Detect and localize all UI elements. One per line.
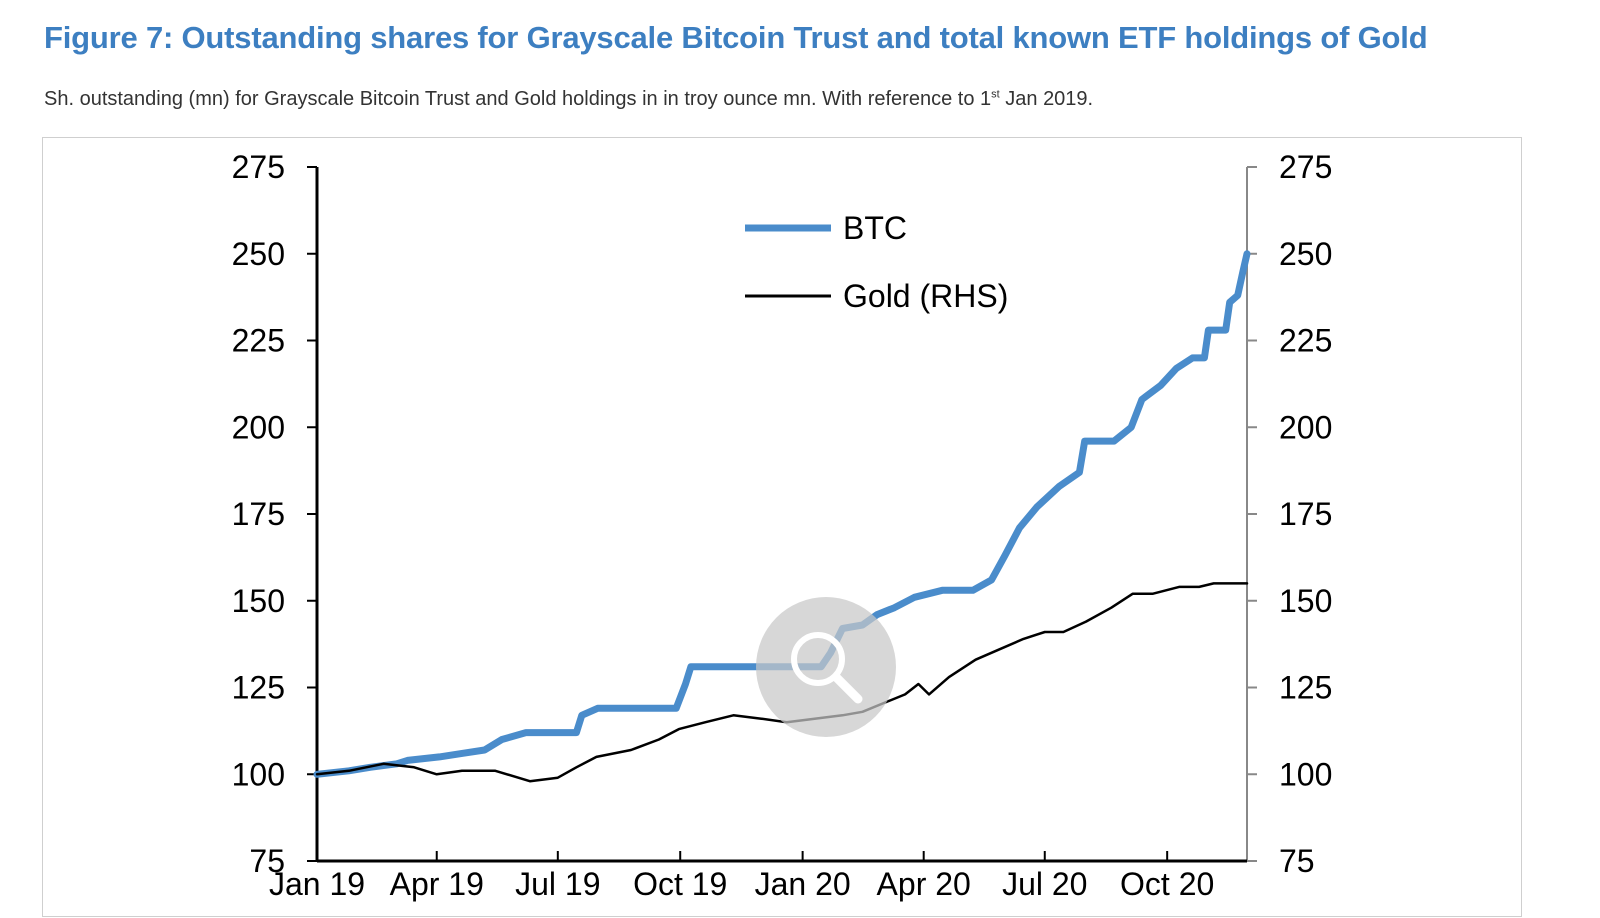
left-y-tick-label: 150 <box>232 583 285 619</box>
right-y-tick-label: 250 <box>1279 236 1332 272</box>
x-tick-label: Oct 19 <box>633 866 727 902</box>
figure-title: Figure 7: Outstanding shares for Graysca… <box>44 20 1428 55</box>
legend-label: Gold (RHS) <box>843 278 1008 314</box>
right-y-tick-label: 275 <box>1279 149 1332 185</box>
subtitle-date: Jan 2019. <box>999 88 1094 110</box>
x-tick-label: Jan 20 <box>755 866 851 902</box>
x-tick-label: Apr 20 <box>877 866 971 902</box>
x-tick-label: Oct 20 <box>1120 866 1214 902</box>
chart-panel: 75 100 125 150 175 200 225 250 275 75 100 125 150 175… <box>42 137 1522 917</box>
x-tick-label: Jul 19 <box>515 866 600 902</box>
figure-subtitle: Sh. outstanding (mn) for Grayscale Bitco… <box>44 88 1093 111</box>
right-y-tick-label: 75 <box>1279 843 1315 879</box>
btc-series-line <box>313 250 1251 778</box>
line-chart: 75 100 125 150 175 200 225 250 275 75 100 125 150 175… <box>232 149 1333 902</box>
left-y-tick-label: 250 <box>232 236 285 272</box>
zoom-button[interactable] <box>756 597 896 737</box>
right-y-tick-label: 200 <box>1279 409 1332 445</box>
right-y-tick-label: 125 <box>1279 670 1332 706</box>
subtitle-superscript: st <box>991 88 1000 101</box>
right-y-tick-label: 150 <box>1279 583 1332 619</box>
left-y-tick-label: 225 <box>232 323 285 359</box>
magnifier-icon <box>791 632 863 704</box>
left-y-tick-label: 125 <box>232 670 285 706</box>
x-tick-label: Jan 19 <box>269 866 365 902</box>
right-y-tick-label: 100 <box>1279 756 1332 792</box>
left-y-tick-label: 175 <box>232 496 285 532</box>
left-y-tick-label: 100 <box>232 756 285 792</box>
x-tick-label: Apr 19 <box>390 866 484 902</box>
right-y-tick-label: 175 <box>1279 496 1332 532</box>
subtitle-text: Sh. outstanding (mn) for Grayscale Bitco… <box>44 88 992 110</box>
left-y-tick-label: 200 <box>232 409 285 445</box>
legend-label: BTC <box>843 210 907 246</box>
left-y-tick-label: 275 <box>232 149 285 185</box>
x-tick-label: Jul 20 <box>1002 866 1087 902</box>
left-y-tick-label: 75 <box>249 843 285 879</box>
right-y-tick-label: 225 <box>1279 323 1332 359</box>
